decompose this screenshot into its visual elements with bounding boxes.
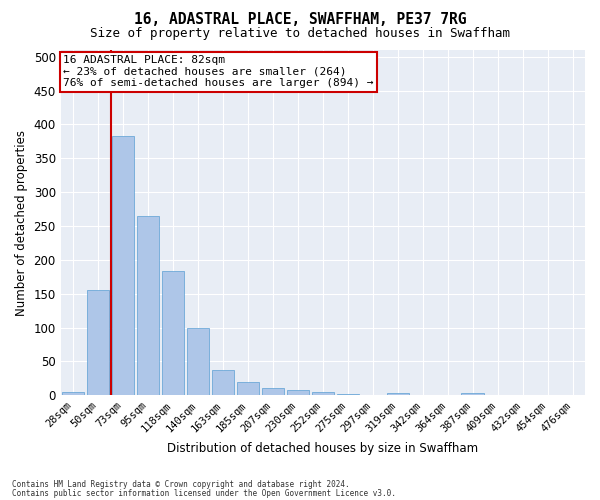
Bar (262, 388, 284, 395)
Bar (187, 328, 209, 395)
Bar (212, 370, 234, 395)
Bar (87, 290, 109, 395)
Bar (236, 382, 259, 395)
Bar (386, 393, 409, 395)
Bar (337, 394, 359, 395)
Y-axis label: Number of detached properties: Number of detached properties (15, 130, 28, 316)
Bar (162, 270, 184, 395)
Text: Size of property relative to detached houses in Swaffham: Size of property relative to detached ho… (90, 28, 510, 40)
Bar (62, 392, 85, 395)
Text: 16, ADASTRAL PLACE, SWAFFHAM, PE37 7RG: 16, ADASTRAL PLACE, SWAFFHAM, PE37 7RG (134, 12, 466, 28)
Bar (461, 393, 484, 395)
Text: 16 ADASTRAL PLACE: 82sqm
← 23% of detached houses are smaller (264)
76% of semi-: 16 ADASTRAL PLACE: 82sqm ← 23% of detach… (63, 55, 374, 88)
X-axis label: Distribution of detached houses by size in Swaffham: Distribution of detached houses by size … (167, 442, 478, 455)
Bar (112, 136, 134, 395)
Bar (287, 390, 309, 395)
Text: Contains HM Land Registry data © Crown copyright and database right 2024.: Contains HM Land Registry data © Crown c… (12, 480, 350, 489)
Text: Contains public sector information licensed under the Open Government Licence v3: Contains public sector information licen… (12, 488, 396, 498)
Bar (137, 216, 159, 395)
Bar (311, 392, 334, 395)
